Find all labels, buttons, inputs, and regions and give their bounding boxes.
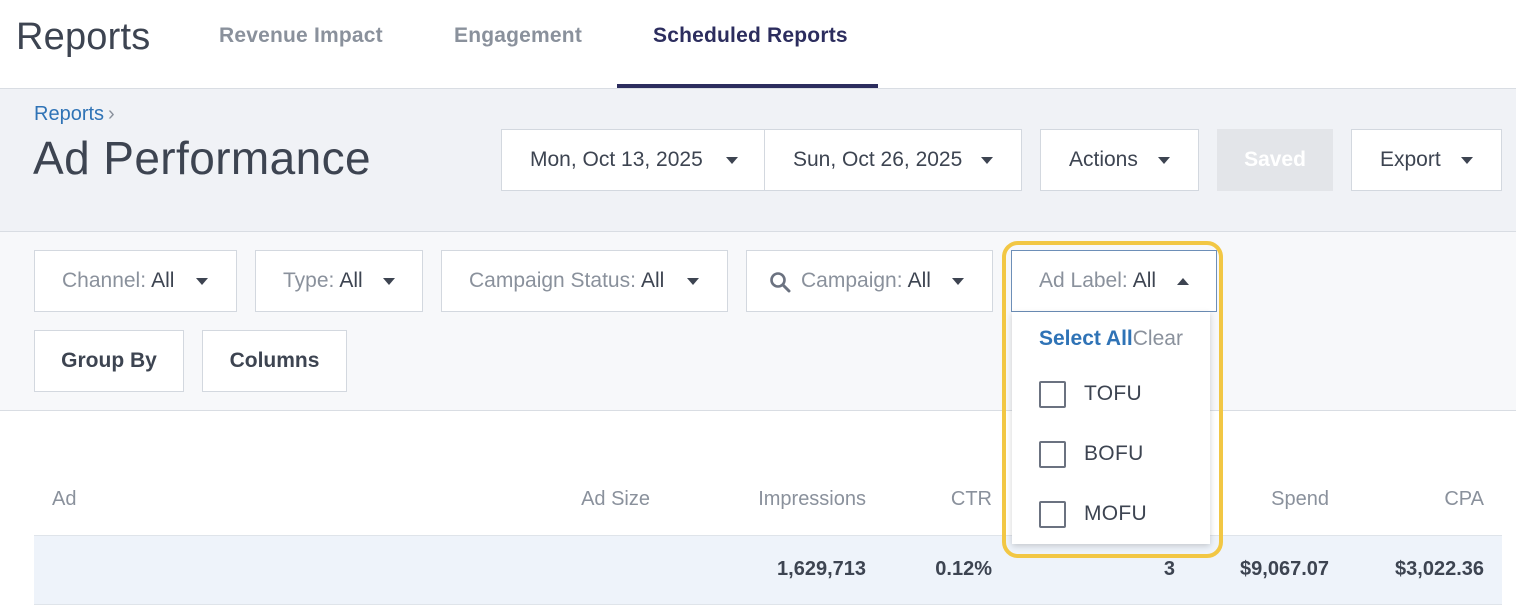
start-date-picker[interactable]: Mon, Oct 13, 2025 (501, 129, 765, 191)
totals-impressions: 1,629,713 (777, 558, 866, 580)
filter-bar: Channel: All Type: All Campaign Status: … (0, 232, 1516, 411)
totals-conversions: 3 (1163, 558, 1175, 580)
group-by-button[interactable]: Group By (34, 330, 184, 392)
search-icon (770, 272, 791, 293)
ad-label-dropdown: Select AllClear TOFU BOFU MOFU (1012, 312, 1210, 544)
campaign-filter[interactable]: Campaign: All (746, 250, 993, 312)
export-label: Export (1380, 148, 1441, 171)
chevron-down-icon (1461, 157, 1473, 164)
end-date-picker[interactable]: Sun, Oct 26, 2025 (764, 129, 1022, 191)
campaign-status-filter-label: Campaign Status: (469, 269, 636, 292)
column-header-ad-size[interactable]: Ad Size (581, 488, 650, 510)
type-filter-value: All (339, 269, 363, 292)
dropdown-option-mofu[interactable]: MOFU (1039, 500, 1147, 528)
campaign-status-filter-value: All (640, 269, 665, 292)
chevron-down-icon (1158, 157, 1170, 164)
ad-label-filter[interactable]: Ad Label: All (1011, 250, 1217, 312)
actions-button[interactable]: Actions (1040, 129, 1199, 191)
column-header-ctr[interactable]: CTR (950, 488, 992, 510)
campaign-status-filter[interactable]: Campaign Status: All (441, 250, 728, 312)
dropdown-option-tofu[interactable]: TOFU (1039, 380, 1142, 408)
tab-revenue-impact[interactable]: Revenue Impact (219, 24, 383, 47)
dropdown-header: Select AllClear (1039, 327, 1183, 351)
start-date-value: Mon, Oct 13, 2025 (530, 148, 703, 171)
chevron-down-icon (952, 278, 964, 285)
ad-label-filter-label: Ad Label: (1039, 269, 1128, 292)
channel-filter-label: Channel: (62, 269, 147, 292)
type-filter-label: Type: (283, 269, 335, 292)
totals-spend: $9,067.07 (1240, 558, 1329, 580)
top-navigation: Reports Revenue Impact Engagement Schedu… (0, 0, 1516, 89)
select-all-link[interactable]: Select All (1039, 327, 1133, 350)
totals-ctr: 0.12% (935, 558, 992, 580)
option-label: TOFU (1084, 382, 1142, 405)
clear-link[interactable]: Clear (1132, 327, 1183, 350)
checkbox[interactable] (1039, 380, 1066, 408)
saved-button[interactable]: Saved (1217, 129, 1333, 191)
chevron-down-icon (196, 278, 208, 285)
chevron-down-icon (383, 278, 395, 285)
tab-engagement[interactable]: Engagement (454, 24, 583, 47)
chevron-down-icon (687, 278, 699, 285)
active-tab-indicator (617, 84, 878, 88)
ad-label-filter-value: All (1132, 269, 1157, 292)
page-header: Reports › Ad Performance Mon, Oct 13, 202… (0, 89, 1516, 232)
option-label: MOFU (1084, 502, 1148, 525)
checkbox[interactable] (1039, 440, 1066, 468)
page-title: Ad Performance (33, 132, 371, 184)
columns-label: Columns (229, 349, 320, 372)
campaign-filter-value: All (907, 269, 931, 292)
breadcrumb-reports-link[interactable]: Reports (34, 103, 105, 125)
breadcrumb[interactable]: Reports › (34, 103, 115, 126)
channel-filter[interactable]: Channel: All (34, 250, 237, 312)
saved-label: Saved (1244, 148, 1306, 171)
chevron-down-icon (726, 157, 738, 164)
export-button[interactable]: Export (1351, 129, 1502, 191)
actions-label: Actions (1069, 148, 1138, 171)
chevron-up-icon (1177, 278, 1189, 285)
column-header-impressions[interactable]: Impressions (758, 488, 866, 510)
checkbox[interactable] (1039, 500, 1066, 528)
column-header-cpa[interactable]: CPA (1444, 488, 1484, 510)
dropdown-option-bofu[interactable]: BOFU (1039, 440, 1144, 468)
campaign-filter-label: Campaign: (801, 269, 903, 292)
totals-cpa: $3,022.36 (1395, 558, 1484, 580)
totals-row (34, 535, 1502, 605)
group-by-label: Group By (61, 349, 157, 372)
channel-filter-value: All (151, 269, 175, 292)
columns-button[interactable]: Columns (202, 330, 347, 392)
app-title: Reports (16, 16, 151, 58)
chevron-down-icon (981, 157, 993, 164)
type-filter[interactable]: Type: All (255, 250, 423, 312)
option-label: BOFU (1084, 442, 1144, 465)
end-date-value: Sun, Oct 26, 2025 (793, 148, 963, 171)
breadcrumb-separator: › (108, 103, 115, 125)
column-header-spend[interactable]: Spend (1271, 488, 1329, 510)
column-header-ad[interactable]: Ad (52, 488, 77, 510)
tab-scheduled-reports[interactable]: Scheduled Reports (653, 24, 848, 47)
